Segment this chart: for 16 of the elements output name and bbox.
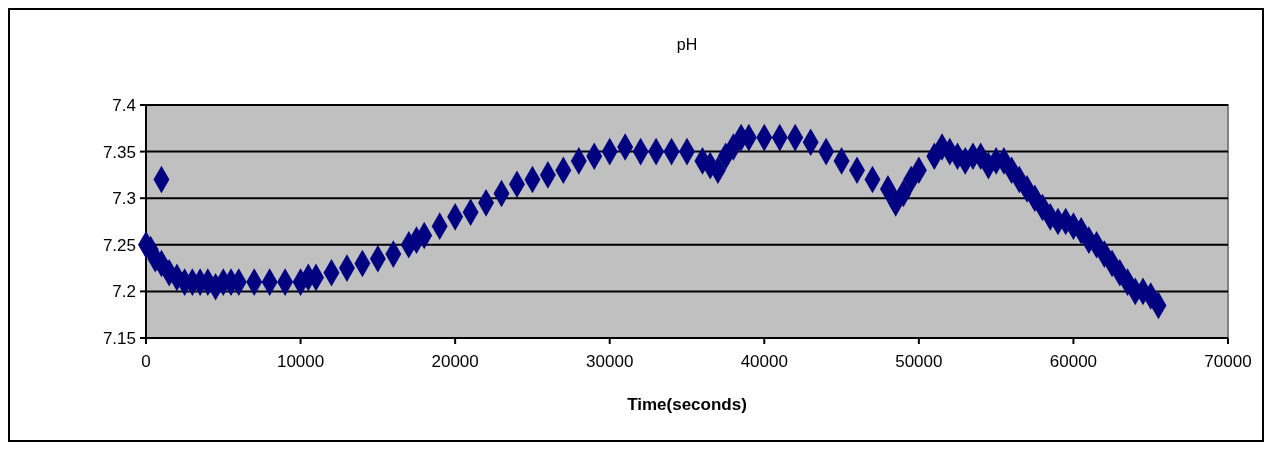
x-tick-label: 60000	[1049, 352, 1098, 371]
x-tick-label: 20000	[431, 352, 479, 371]
x-axis-title: Time(seconds)	[627, 395, 747, 414]
y-tick-label: 7.35	[102, 142, 136, 162]
x-tick-label: 0	[141, 352, 151, 371]
y-tick-label: 7.4	[112, 95, 136, 115]
y-tick-label: 7.2	[112, 282, 136, 302]
x-tick-label: 40000	[740, 352, 788, 371]
x-tick-label: 70000	[1204, 352, 1252, 371]
y-tick-label: 7.3	[112, 189, 136, 209]
y-tick-label: 7.15	[102, 328, 136, 348]
x-tick-label: 50000	[895, 352, 943, 371]
y-tick-label: 7.25	[102, 235, 136, 255]
chart-title: pH	[676, 36, 698, 53]
x-tick-label: 30000	[586, 352, 634, 371]
x-tick-label: 10000	[276, 352, 325, 371]
